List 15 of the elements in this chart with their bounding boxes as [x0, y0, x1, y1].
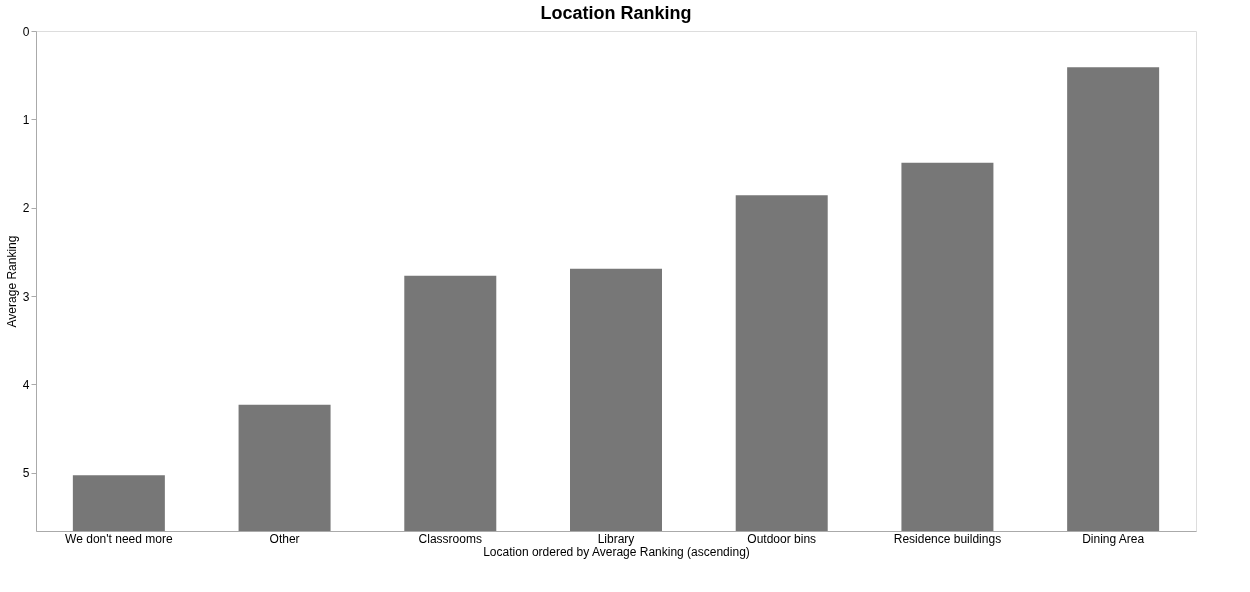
y-tick-label: 4	[22, 377, 30, 392]
y-axis-title: Average Ranking	[4, 235, 19, 328]
y-tick-label: 3	[22, 289, 30, 304]
y-tick-label: 5	[22, 466, 30, 481]
y-tick-label: 0	[22, 24, 30, 39]
y-tick-label: 1	[22, 112, 30, 127]
x-tick-label: Other	[269, 531, 300, 546]
y-tick-label: 2	[22, 201, 30, 216]
x-tick-label: We don't need more	[65, 531, 173, 546]
x-tick-label: Classrooms	[418, 531, 482, 546]
x-tick-label: Outdoor bins	[747, 531, 817, 546]
x-tick-label: Dining Area	[1082, 531, 1145, 546]
x-tick-label: Residence buildings	[893, 531, 1002, 546]
x-tick-label: Library	[597, 531, 635, 546]
chart-title: Location Ranking	[540, 3, 692, 23]
